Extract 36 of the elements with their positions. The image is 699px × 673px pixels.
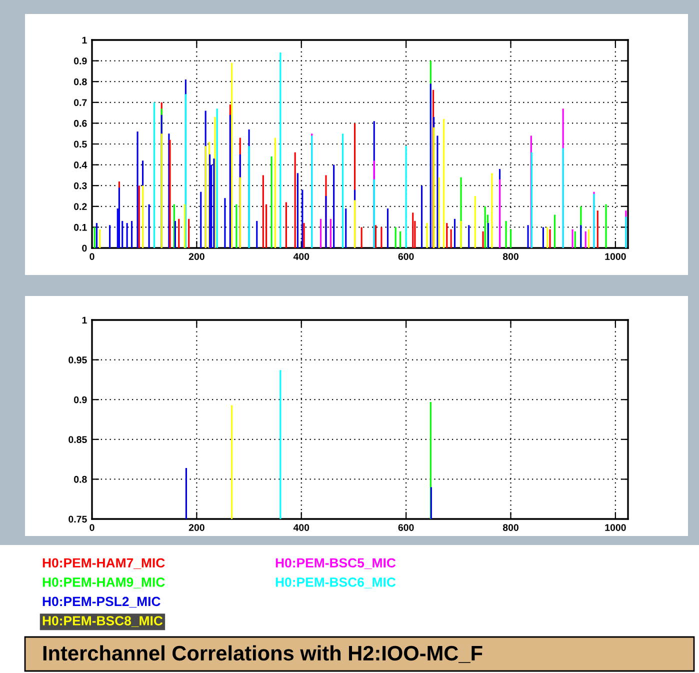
y-tick-label: 0.6 — [74, 120, 87, 127]
y-tick-label: 1 — [82, 316, 87, 324]
y-tick-label: 0.8 — [74, 476, 87, 483]
x-tick-label: 800 — [502, 253, 518, 260]
x-tick-label: 600 — [398, 524, 414, 531]
text: H0:PEM-HAM7_MIC — [42, 558, 165, 570]
y-tick-label: 0 — [82, 244, 87, 252]
y-tick-label: 0.75 — [68, 516, 87, 523]
x-tick-label: 200 — [188, 253, 204, 260]
text: H0:PEM-PSL2_MIC — [42, 596, 160, 608]
x-tick-label: 0 — [90, 253, 94, 260]
x-tick-label: 0 — [90, 524, 94, 531]
y-tick-label: 0.4 — [74, 162, 88, 168]
y-tick-label: 0.85 — [68, 436, 87, 444]
x-tick-label: 800 — [502, 524, 518, 531]
x-tick-label: 400 — [293, 524, 310, 531]
y-tick-label: 0.95 — [68, 356, 87, 364]
y-tick-label: 0.7 — [74, 99, 87, 106]
y-tick-label: 0.5 — [74, 140, 87, 148]
x-tick-label: 1000 — [605, 253, 626, 260]
x-tick-label: 600 — [398, 253, 414, 260]
text: H0:PEM-BSC5_MIC — [276, 558, 396, 570]
x-tick-label: 400 — [293, 253, 310, 260]
y-tick-label: 0.1 — [74, 224, 87, 231]
text: H0:PEM-BSC6_MIC — [276, 578, 396, 588]
y-tick-label: 0.9 — [74, 396, 87, 404]
y-tick-label: 0.8 — [74, 78, 87, 86]
y-tick-label: 0.9 — [74, 58, 87, 64]
y-tick-label: 0.3 — [74, 182, 87, 190]
text: Interchannel Correlations with H2:IOO-MC_F — [43, 645, 482, 663]
x-tick-label: 200 — [188, 524, 204, 531]
x-tick-label: 1000 — [605, 524, 626, 531]
y-tick-label: 1 — [82, 36, 87, 44]
text: H0:PEM-BSC8_MIC — [42, 616, 163, 627]
y-tick-label: 0.2 — [74, 203, 87, 210]
text: H0:PEM-HAM9_MIC — [42, 578, 165, 588]
